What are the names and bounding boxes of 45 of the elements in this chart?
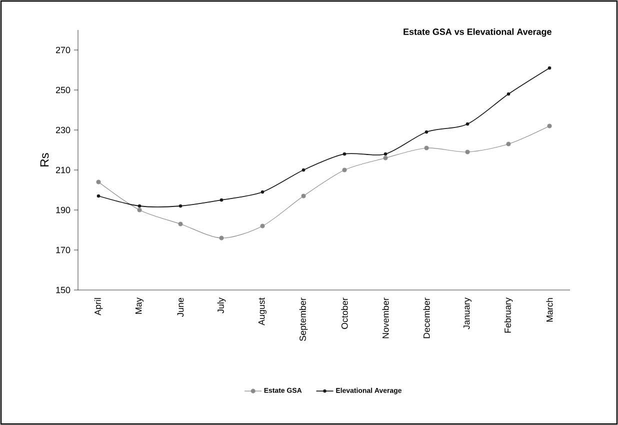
point bbox=[547, 124, 552, 128]
point bbox=[96, 194, 100, 198]
point bbox=[137, 208, 142, 212]
y-tick-label: 230 bbox=[56, 126, 70, 134]
x-tick-label: July bbox=[217, 298, 226, 314]
point bbox=[178, 204, 182, 208]
point bbox=[506, 92, 510, 96]
x-tick-label: June bbox=[177, 298, 184, 317]
x-tick-label: March bbox=[546, 298, 553, 322]
point bbox=[178, 222, 183, 226]
y-tick-label: 270 bbox=[56, 46, 70, 54]
x-tick-label: December bbox=[423, 298, 430, 338]
x-tick-label: August bbox=[258, 298, 267, 326]
x-tick-label: February bbox=[504, 298, 513, 333]
point bbox=[424, 130, 428, 134]
point bbox=[424, 146, 429, 150]
y-tick-label: 170 bbox=[56, 246, 70, 254]
point bbox=[96, 180, 101, 184]
x-tick-label: May bbox=[135, 298, 144, 314]
point bbox=[301, 194, 306, 198]
point bbox=[383, 156, 388, 160]
x-tick-label: January bbox=[463, 298, 472, 330]
point bbox=[260, 224, 265, 228]
point bbox=[220, 198, 224, 202]
point bbox=[260, 190, 264, 194]
x-tick-label: November bbox=[382, 298, 389, 338]
point bbox=[302, 168, 306, 172]
point bbox=[506, 142, 511, 146]
point bbox=[342, 168, 347, 172]
y-tick-label: 210 bbox=[56, 166, 70, 174]
point bbox=[219, 236, 224, 240]
y-tick-label: 190 bbox=[56, 206, 70, 214]
chart-title: Estate GSA vs Elevational Average bbox=[404, 28, 552, 37]
y-tick-label: 250 bbox=[56, 86, 70, 94]
y-axis-title: Rs bbox=[40, 153, 49, 166]
x-tick-label: September bbox=[299, 298, 308, 341]
x-tick-label: October bbox=[341, 298, 348, 329]
point bbox=[465, 150, 470, 154]
point bbox=[466, 122, 470, 126]
y-tick-label: 150 bbox=[56, 286, 70, 294]
point bbox=[342, 152, 346, 156]
point bbox=[548, 66, 552, 70]
point bbox=[384, 152, 388, 156]
x-tick-label: April bbox=[94, 298, 103, 316]
point bbox=[138, 204, 142, 208]
